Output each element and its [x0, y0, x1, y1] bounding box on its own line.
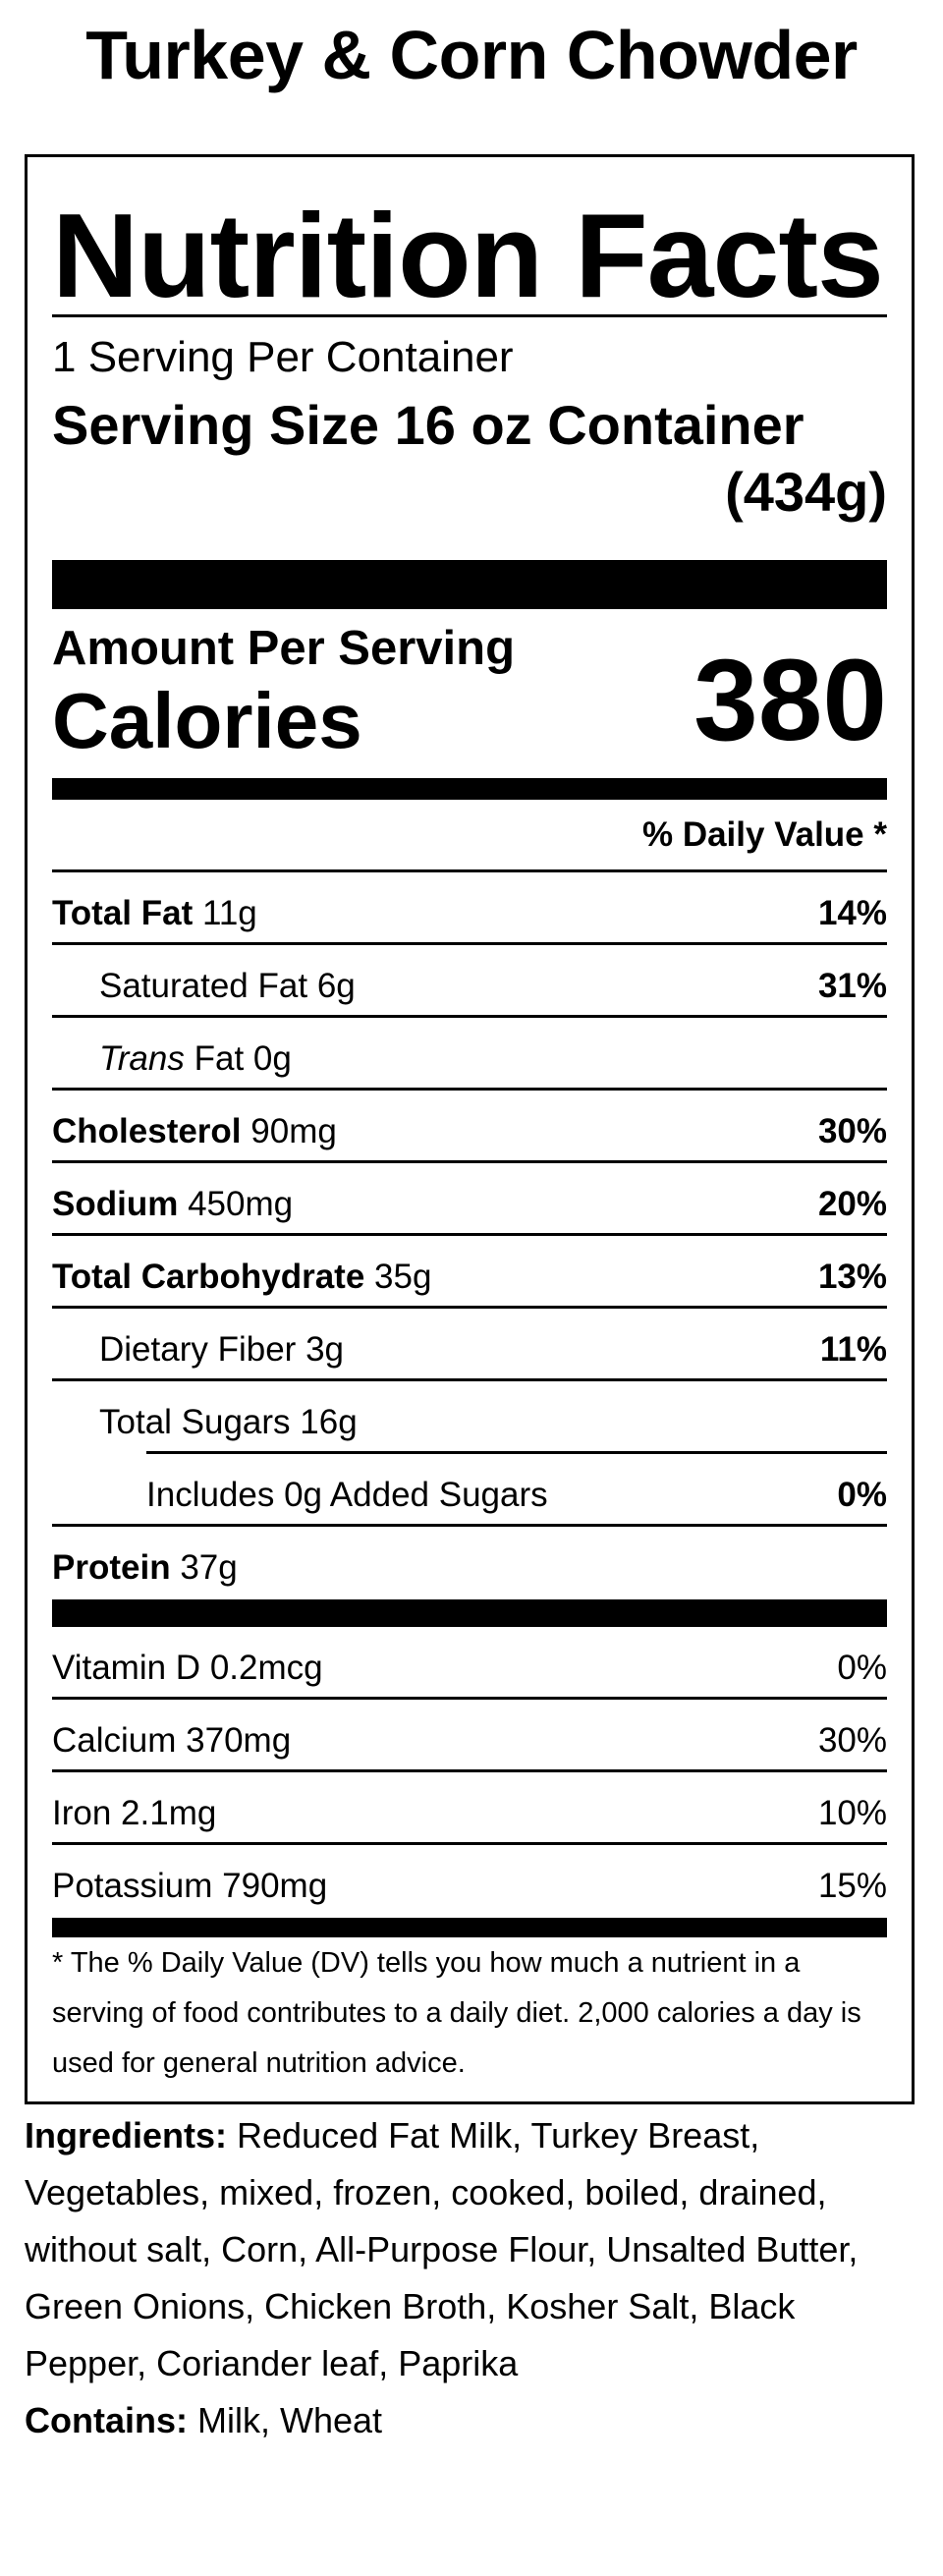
- nutrient-dv: 30%: [817, 1112, 887, 1150]
- vitamin-row-calcium: Calcium 370mg 30%: [52, 1700, 887, 1772]
- nutrient-dv: 14%: [817, 894, 887, 932]
- nutrient-amount: 11g: [201, 894, 257, 932]
- nutrient-name-rest: Fat: [194, 1039, 245, 1078]
- nutrient-dv: 31%: [817, 967, 887, 1005]
- nutrient-dv: 0%: [837, 1476, 887, 1514]
- nutrient-row-protein: Protein 37g: [52, 1527, 887, 1599]
- nutrient-amount: 6g: [316, 967, 356, 1005]
- vitamin-amount: 790mg: [222, 1867, 328, 1905]
- vitamin-name: Potassium: [52, 1867, 213, 1905]
- nutrient-amount: 450mg: [188, 1185, 294, 1223]
- contains-text: Milk, Wheat: [197, 2400, 383, 2440]
- allergen-statement: Contains: Milk, Wheat: [25, 2392, 918, 2449]
- ingredients-statement: Ingredients: Reduced Fat Milk, Turkey Br…: [25, 2107, 918, 2392]
- nutrient-row-total-fat: Total Fat 11g 14%: [52, 872, 887, 945]
- serving-size-grams: (434g): [725, 461, 887, 523]
- nutrient-name: Total Sugars: [99, 1403, 291, 1441]
- nutrient-name: Includes 0g Added Sugars: [146, 1476, 548, 1514]
- nutrient-name: Cholesterol: [52, 1112, 242, 1150]
- vitamin-dv: 30%: [817, 1721, 887, 1760]
- serving-size: Serving Size 16 oz Container: [52, 395, 804, 456]
- nutrient-name: Trans: [99, 1039, 185, 1078]
- serving-size-label: Serving Size: [52, 394, 380, 456]
- nutrient-amount: 37g: [180, 1548, 238, 1587]
- daily-value-footnote: * The % Daily Value (DV) tells you how m…: [52, 1947, 861, 2079]
- thick-divider: [52, 778, 887, 800]
- vitamin-dv: 0%: [837, 1649, 887, 1687]
- thick-divider: [52, 1918, 887, 1937]
- vitamin-row-vitamin-d: Vitamin D 0.2mcg 0%: [52, 1627, 887, 1700]
- nutrient-amount: 16g: [300, 1403, 358, 1441]
- nutrient-row-dietary-fiber: Dietary Fiber 3g 11%: [52, 1309, 887, 1381]
- nutrient-row-sodium: Sodium 450mg 20%: [52, 1163, 887, 1236]
- vitamin-name: Calcium: [52, 1721, 177, 1760]
- nutrient-dv: 11%: [819, 1330, 887, 1369]
- nutrient-amount: 0g: [252, 1039, 292, 1078]
- calories-value: 380: [693, 636, 887, 765]
- amount-per-serving: Amount Per Serving: [52, 622, 516, 675]
- serving-size-value: 16 oz Container: [394, 394, 804, 456]
- vitamin-name: Iron: [52, 1794, 112, 1832]
- nutrient-amount: 35g: [374, 1258, 432, 1296]
- vitamin-row-iron: Iron 2.1mg 10%: [52, 1772, 887, 1845]
- vitamin-amount: 0.2mcg: [209, 1649, 323, 1687]
- vitamin-amount: 370mg: [186, 1721, 292, 1760]
- nutrient-name: Total Carbohydrate: [52, 1258, 365, 1296]
- nutrient-row-total-carbohydrate: Total Carbohydrate 35g 13%: [52, 1236, 887, 1309]
- vitamin-dv: 10%: [817, 1794, 887, 1832]
- divider: [52, 314, 887, 317]
- nutrient-name: Protein: [52, 1548, 171, 1587]
- ingredients-section: Ingredients: Reduced Fat Milk, Turkey Br…: [25, 2107, 918, 2449]
- nutrition-facts-label: Nutrition Facts 1 Serving Per Container …: [25, 154, 915, 2104]
- nutrient-dv: 13%: [817, 1258, 887, 1296]
- vitamin-amount: 2.1mg: [121, 1794, 217, 1832]
- nutrient-name: Saturated Fat: [99, 967, 308, 1005]
- nutrient-row-trans-fat: Trans Fat 0g: [52, 1018, 887, 1091]
- ingredients-text: Reduced Fat Milk, Turkey Breast, Vegetab…: [25, 2115, 859, 2383]
- nutrient-name: Total Fat: [52, 894, 194, 932]
- servings-per-container: 1 Serving Per Container: [52, 333, 514, 381]
- nutrient-name: Dietary Fiber: [99, 1330, 297, 1369]
- daily-value-header: % Daily Value *: [641, 815, 887, 854]
- calories-label: Calories: [52, 677, 362, 764]
- nutrient-row-saturated-fat: Saturated Fat 6g 31%: [52, 945, 887, 1018]
- nutrient-row-added-sugars: Includes 0g Added Sugars 0%: [52, 1454, 887, 1527]
- nutrient-row-cholesterol: Cholesterol 90mg 30%: [52, 1091, 887, 1163]
- nutrient-amount: 90mg: [250, 1112, 337, 1150]
- nutrient-amount: 3g: [305, 1330, 344, 1369]
- vitamin-row-potassium: Potassium 790mg 15%: [52, 1845, 887, 1918]
- nutrient-dv: 20%: [817, 1185, 887, 1223]
- divider: [52, 869, 887, 872]
- nutrient-row-total-sugars: Total Sugars 16g: [52, 1381, 887, 1454]
- thick-divider: [52, 560, 887, 609]
- thick-divider: [52, 1599, 887, 1627]
- product-title: Turkey & Corn Chowder: [85, 17, 858, 93]
- contains-label: Contains:: [25, 2400, 188, 2440]
- nutrient-name: Sodium: [52, 1185, 179, 1223]
- vitamin-name: Vitamin D: [52, 1649, 201, 1687]
- vitamin-dv: 15%: [817, 1867, 887, 1905]
- ingredients-label: Ingredients:: [25, 2115, 228, 2156]
- nutrition-facts-heading: Nutrition Facts: [52, 189, 884, 322]
